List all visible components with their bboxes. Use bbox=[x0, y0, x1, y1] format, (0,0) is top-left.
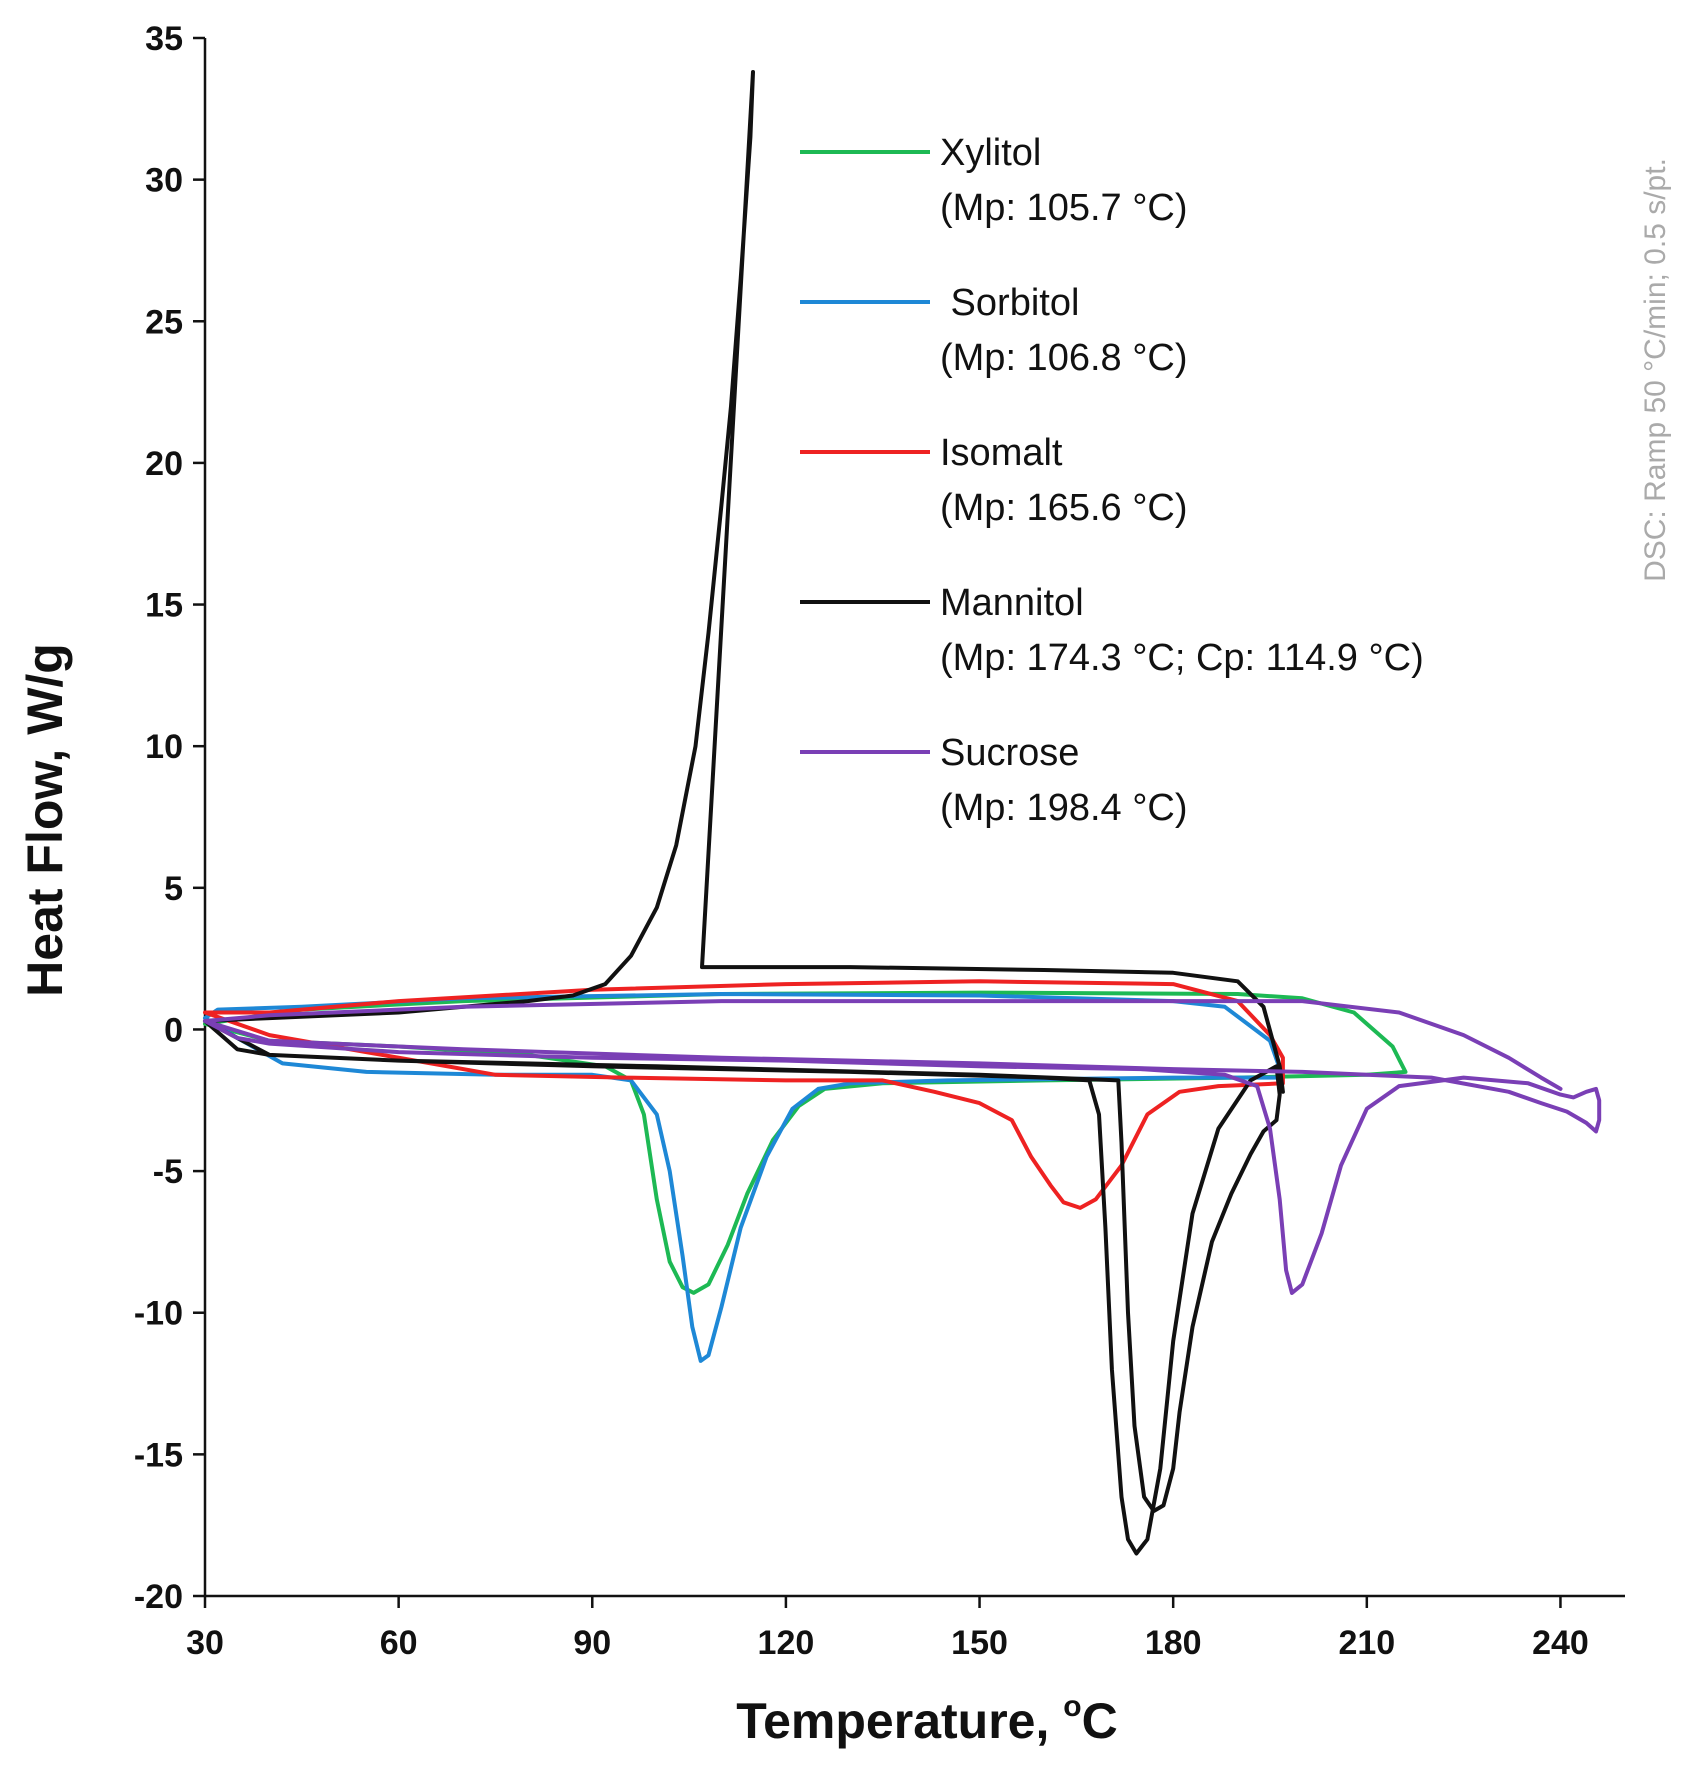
y-tick-label: 10 bbox=[145, 728, 183, 766]
y-tick-label: -20 bbox=[134, 1578, 183, 1616]
legend-label-sucrose: Sucrose bbox=[940, 732, 1079, 774]
x-axis-title-main: Temperature, bbox=[736, 1693, 1063, 1749]
x-tick-label: 180 bbox=[1145, 1624, 1202, 1662]
legend-detail-xylitol: (Mp: 105.7 °C) bbox=[940, 187, 1188, 229]
y-tick-label: 0 bbox=[164, 1011, 183, 1049]
legend-label-isomalt: Isomalt bbox=[940, 432, 1063, 474]
y-tick-label: -10 bbox=[134, 1295, 183, 1333]
legend-label-xylitol: Xylitol bbox=[940, 132, 1041, 174]
legend-detail-sorbitol: (Mp: 106.8 °C) bbox=[940, 337, 1188, 379]
series-line-isomalt bbox=[203, 979, 1285, 1210]
legend-detail-mannitol: (Mp: 174.3 °C; Cp: 114.9 °C) bbox=[940, 637, 1424, 679]
legend-label-mannitol: Mannitol bbox=[940, 582, 1084, 624]
x-axis-title-sup: o bbox=[1063, 1690, 1081, 1723]
x-axis-title: Temperature, oC bbox=[736, 1690, 1117, 1749]
y-axis-title: Heat Flow, W/g bbox=[17, 643, 73, 997]
x-tick-label: 150 bbox=[951, 1624, 1008, 1662]
y-tick-label: 20 bbox=[145, 445, 183, 483]
series-line-sucrose bbox=[203, 999, 1602, 1295]
dsc-ramp-note: DSC: Ramp 50 °C/min; 0.5 s/pt. bbox=[1639, 158, 1672, 582]
series-line-mannitol bbox=[203, 70, 1285, 1556]
x-tick-label: 210 bbox=[1338, 1624, 1395, 1662]
x-axis-title-unit: C bbox=[1082, 1693, 1118, 1749]
y-tick-label: 25 bbox=[145, 303, 183, 341]
y-tick-label: -15 bbox=[134, 1436, 183, 1474]
y-tick-label: 5 bbox=[164, 870, 183, 908]
legend-label-sorbitol: Sorbitol bbox=[940, 282, 1079, 324]
x-tick-label: 60 bbox=[380, 1624, 418, 1662]
legend-detail-sucrose: (Mp: 198.4 °C) bbox=[940, 787, 1188, 829]
x-tick-label: 90 bbox=[573, 1624, 611, 1662]
y-tick-label: 35 bbox=[145, 20, 183, 58]
x-tick-label: 30 bbox=[186, 1624, 224, 1662]
legend-detail-isomalt: (Mp: 165.6 °C) bbox=[940, 487, 1188, 529]
y-tick-label: -5 bbox=[153, 1153, 183, 1191]
y-tick-label: 15 bbox=[145, 587, 183, 625]
y-tick-label: 30 bbox=[145, 162, 183, 200]
x-tick-label: 120 bbox=[758, 1624, 815, 1662]
x-tick-label: 240 bbox=[1532, 1624, 1589, 1662]
series-layer bbox=[203, 70, 1602, 1556]
legend: Xylitol (Mp: 105.7 °C) Sorbitol (Mp: 106.8… bbox=[800, 132, 1424, 829]
series-line-xylitol bbox=[203, 990, 1408, 1295]
